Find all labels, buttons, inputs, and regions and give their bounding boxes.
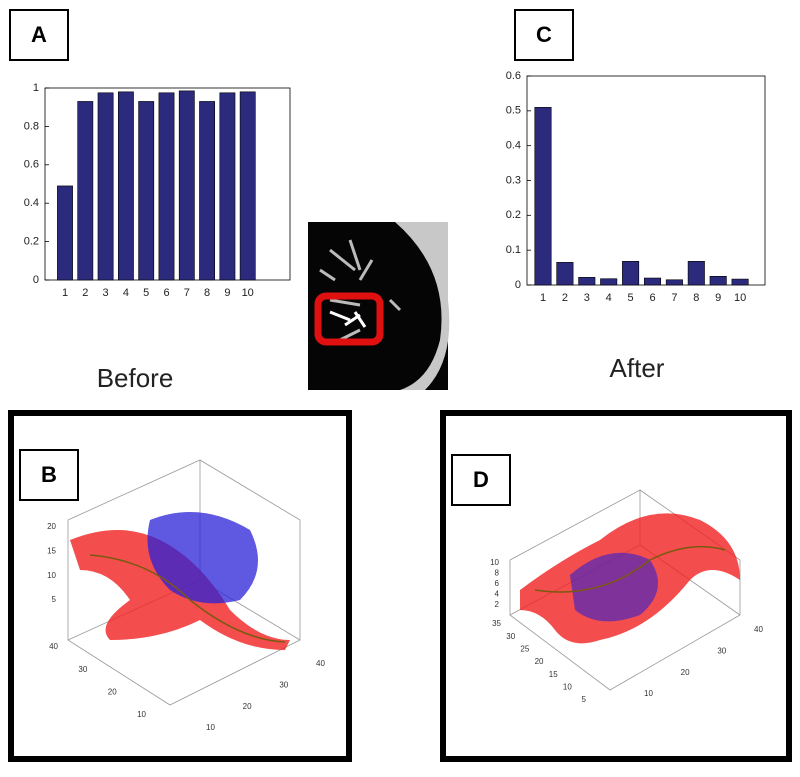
panel-label: B (41, 462, 57, 487)
axis-tick-label: 20 (681, 668, 690, 677)
x-tick-label: 6 (163, 287, 169, 299)
x-tick-label: 3 (103, 287, 109, 299)
x-tick-label: 10 (734, 292, 746, 304)
x-tick-label: 2 (562, 292, 568, 304)
axis-tick-label: 40 (316, 659, 325, 668)
axis-tick-label: 30 (717, 646, 726, 655)
x-tick-label: 8 (693, 292, 699, 304)
x-tick-label: 1 (540, 292, 546, 304)
bar (600, 278, 618, 286)
x-tick-label: 5 (143, 287, 149, 299)
y-tick-label: 0.2 (506, 209, 521, 221)
axis-tick-label: 25 (520, 644, 529, 653)
panel-label: C (536, 22, 552, 47)
y-tick-label: 0.4 (24, 197, 39, 209)
bar (138, 101, 155, 281)
panel-b: B (8, 410, 352, 762)
x-tick-label: 2 (82, 287, 88, 299)
bar (622, 261, 640, 286)
axis-tick-label: 30 (279, 680, 288, 689)
x-tick-label: 10 (242, 287, 254, 299)
x-tick-label: 7 (671, 292, 677, 304)
axis-tick-label: 6 (495, 579, 500, 588)
bar (556, 262, 574, 286)
axis-tick-label: 2 (495, 600, 500, 609)
y-tick-label: 0.8 (24, 120, 39, 132)
axis-tick-label: 35 (492, 619, 501, 628)
axis-tick-label: 8 (495, 569, 500, 578)
y-tick-label: 0.3 (506, 174, 521, 186)
y-tick-label: 1 (33, 82, 39, 94)
axis-tick-label: 30 (78, 665, 87, 674)
caption: After (610, 353, 665, 383)
axis-tick-label: 30 (506, 632, 515, 641)
y-tick-label: 0.1 (506, 244, 521, 256)
axis-tick-label: 15 (47, 546, 56, 555)
y-tick-label: 0.5 (506, 105, 521, 117)
x-tick-label: 4 (123, 287, 129, 299)
x-tick-label: 7 (184, 287, 190, 299)
axis-tick-label: 40 (754, 625, 763, 634)
bar (731, 278, 749, 286)
axis-tick-label: 5 (582, 695, 587, 704)
bar (178, 90, 195, 281)
bar (239, 91, 256, 281)
y-tick-label: 0 (515, 279, 521, 291)
bar (77, 101, 94, 281)
y-tick-label: 0.2 (24, 236, 39, 248)
y-tick-label: 0 (33, 274, 39, 286)
y-tick-label: 0.4 (506, 140, 521, 152)
axis-tick-label: 10 (563, 682, 572, 691)
bar (578, 277, 596, 286)
ct-image (308, 222, 450, 390)
x-tick-label: 4 (606, 292, 612, 304)
x-tick-label: 8 (204, 287, 210, 299)
axis-tick-label: 20 (535, 657, 544, 666)
axis-tick-label: 5 (52, 595, 57, 604)
x-tick-label: 1 (62, 287, 68, 299)
axis-tick-label: 20 (47, 522, 56, 531)
x-tick-label: 3 (584, 292, 590, 304)
y-tick-label: 0.6 (24, 159, 39, 171)
x-tick-label: 5 (628, 292, 634, 304)
plot-area (526, 75, 766, 286)
bar (665, 279, 683, 286)
axis-tick-label: 10 (490, 558, 499, 567)
bar (199, 101, 216, 281)
axis-tick-label: 10 (644, 689, 653, 698)
panel-label-box (9, 9, 69, 61)
panel-label: D (473, 467, 489, 492)
bar (709, 275, 727, 286)
x-tick-label: 6 (649, 292, 655, 304)
axis-tick-label: 10 (206, 723, 215, 732)
bar (219, 92, 236, 281)
panel-label-box (514, 9, 574, 61)
axis-tick-label: 20 (243, 702, 252, 711)
panel-d: D (440, 410, 792, 762)
bar (158, 92, 175, 281)
bar (534, 107, 552, 286)
axis-tick-label: 4 (495, 590, 500, 599)
axis-tick-label: 40 (49, 642, 58, 651)
bar (57, 185, 73, 281)
bar (117, 91, 134, 281)
axis-tick-label: 10 (137, 710, 146, 719)
caption: Before (97, 363, 174, 393)
axis-tick-label: 15 (549, 670, 558, 679)
bar (687, 261, 705, 286)
bar (97, 92, 114, 281)
x-tick-label: 9 (224, 287, 230, 299)
x-tick-label: 9 (715, 292, 721, 304)
panel-label: A (31, 22, 47, 47)
axis-tick-label: 20 (108, 687, 117, 696)
bar (643, 277, 662, 286)
y-tick-label: 0.6 (506, 70, 521, 82)
axis-tick-label: 10 (47, 571, 56, 580)
